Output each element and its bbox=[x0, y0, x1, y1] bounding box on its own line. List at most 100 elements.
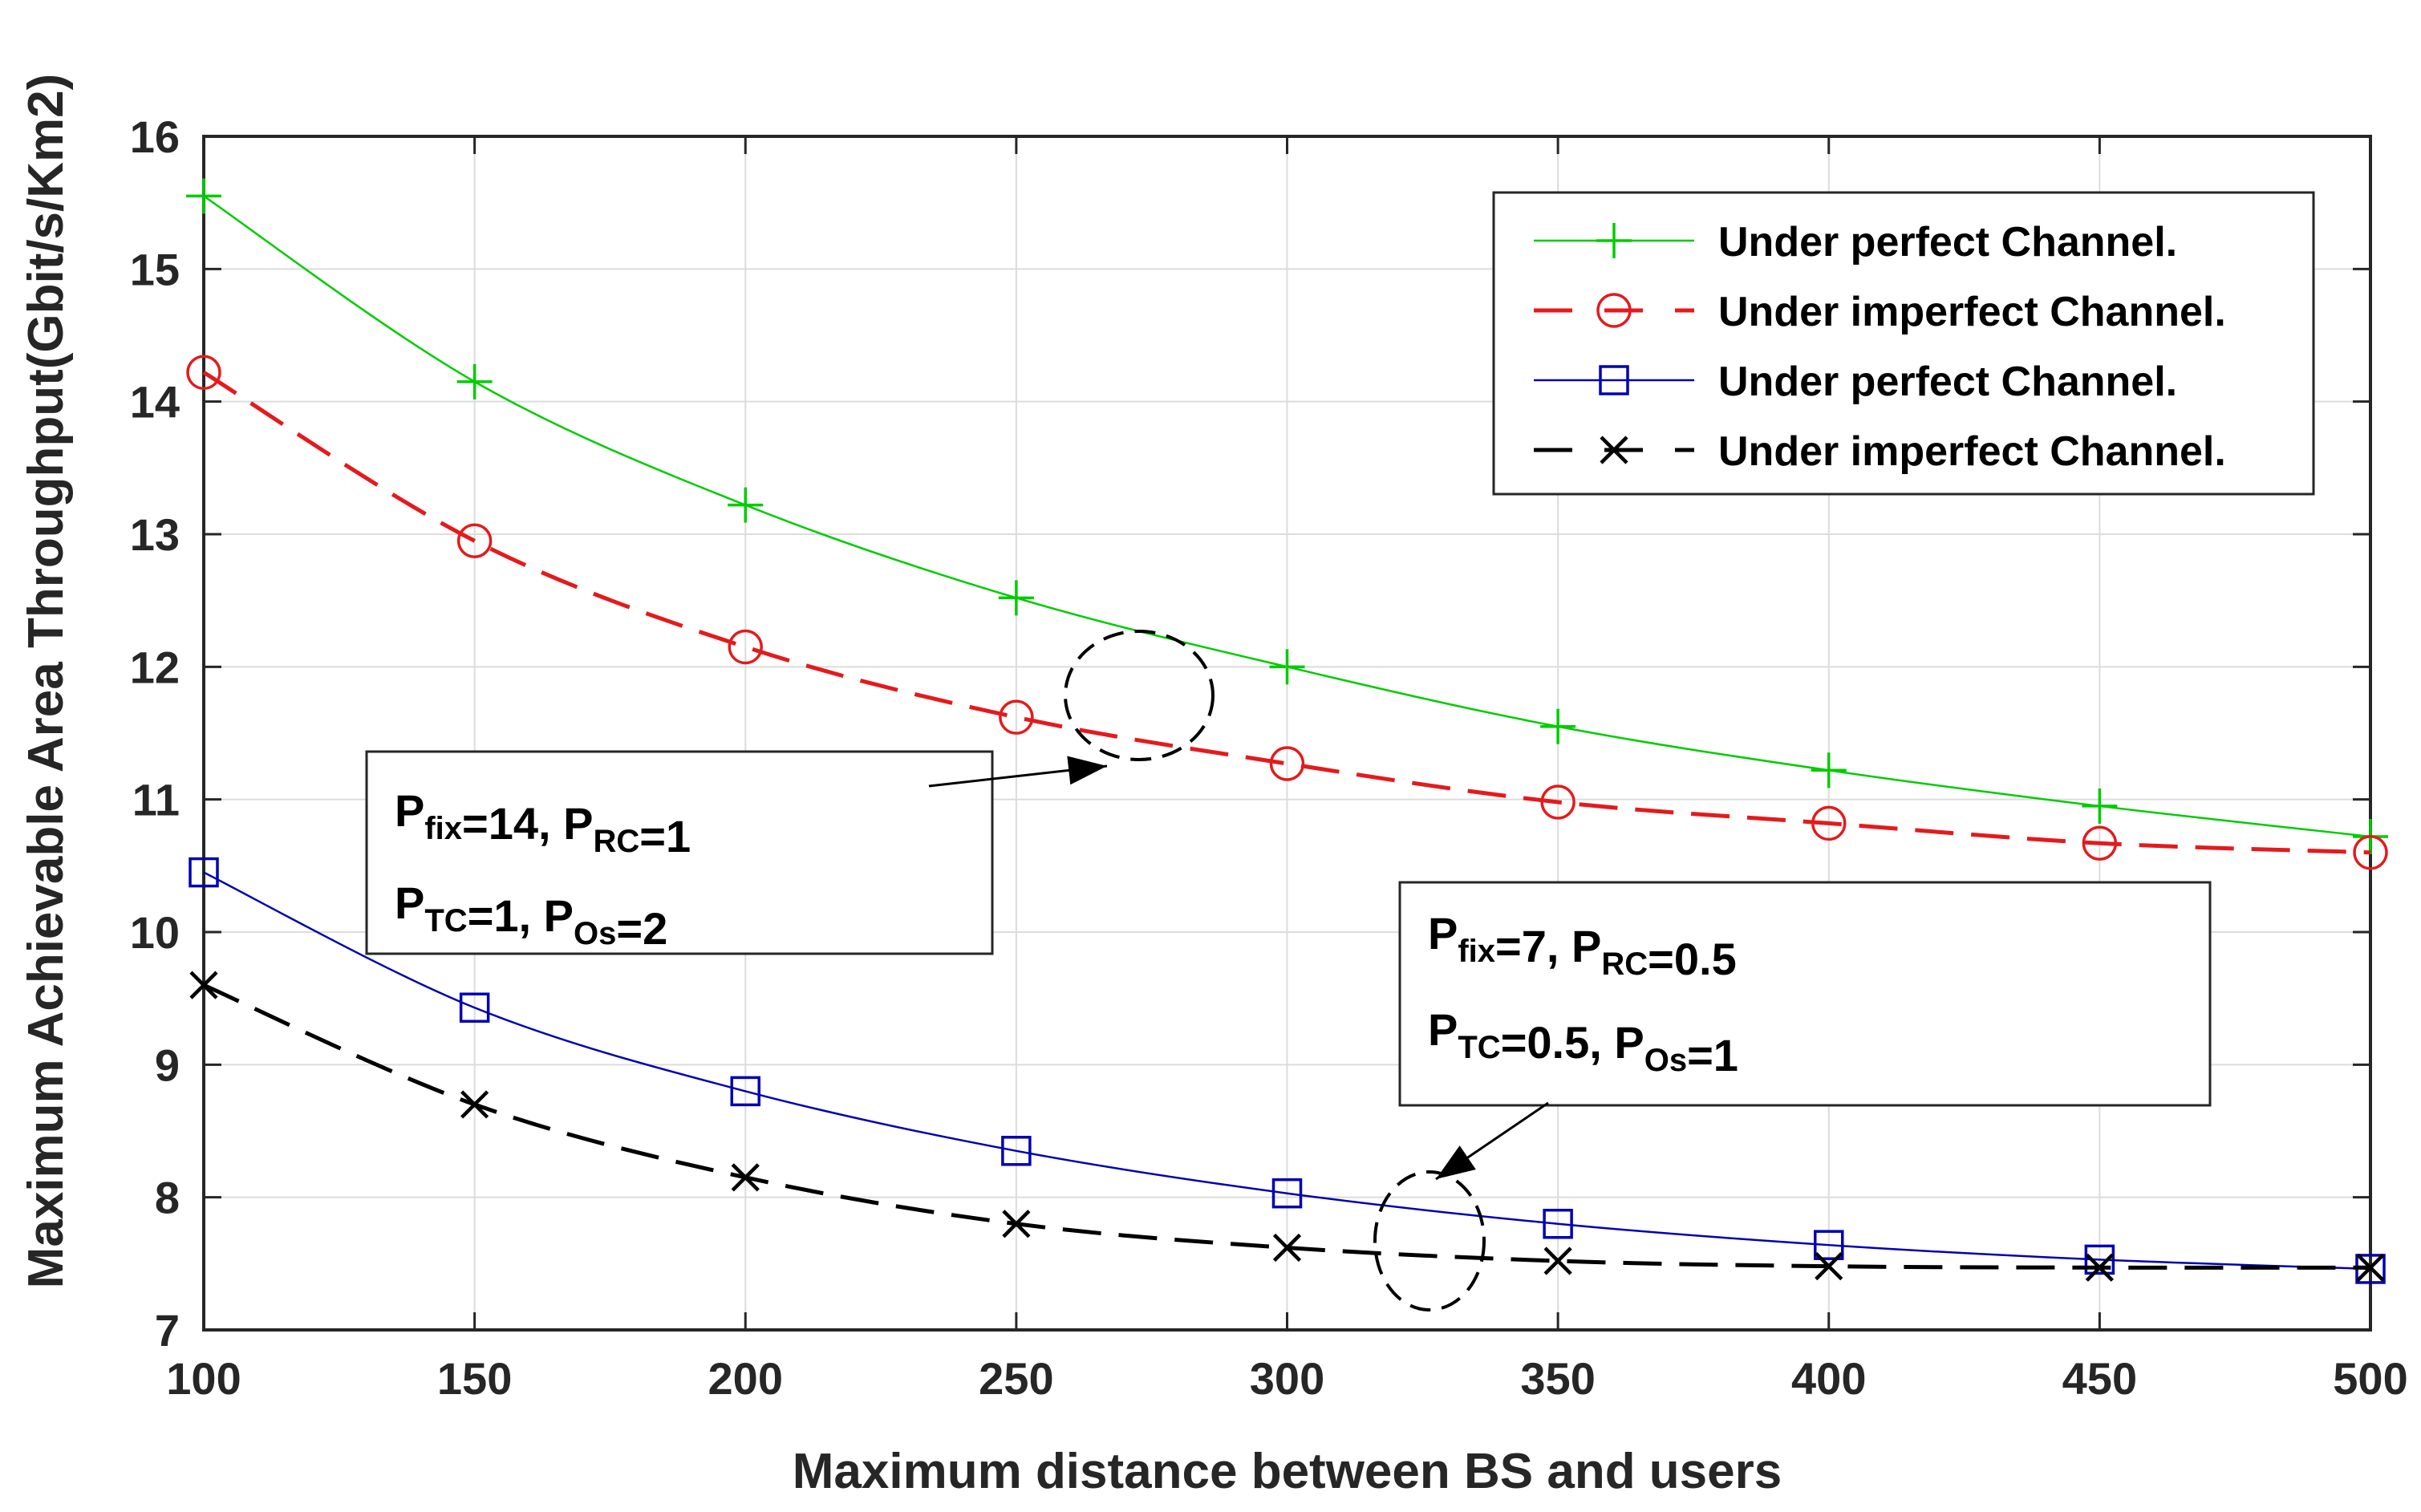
series-4 bbox=[189, 971, 2385, 1282]
x-tick-label: 350 bbox=[1520, 1353, 1595, 1404]
x-tick-label: 250 bbox=[979, 1353, 1053, 1404]
series-2-point bbox=[1540, 784, 1575, 820]
series-2-point bbox=[1269, 746, 1305, 781]
annotation-line: Pfix=14, PRC=1 bbox=[395, 785, 691, 861]
series-3-point bbox=[459, 992, 490, 1023]
annotation-text: P bbox=[1428, 908, 1458, 959]
y-tick-label: 13 bbox=[130, 509, 180, 560]
series-1-point bbox=[1269, 649, 1305, 685]
series-4-point bbox=[2085, 1253, 2114, 1282]
series-4-point bbox=[1272, 1233, 1302, 1263]
annotation-text: P bbox=[1428, 1004, 1458, 1055]
legend-entry-2: Under imperfect Channel. bbox=[1534, 289, 2226, 335]
x-tick-label: 300 bbox=[1250, 1353, 1324, 1404]
series-2-point bbox=[728, 629, 763, 665]
axes bbox=[202, 135, 2372, 1332]
x-tick-label: 400 bbox=[1791, 1353, 1866, 1404]
y-tick-label: 15 bbox=[130, 244, 180, 294]
series-4-point-b bbox=[1543, 1246, 1572, 1275]
annotation-line: PTC=1, POs=2 bbox=[395, 878, 667, 954]
annotation-subscript: fix bbox=[1458, 934, 1495, 969]
y-tick-label: 7 bbox=[155, 1305, 180, 1356]
y-tick-label: 11 bbox=[132, 775, 180, 825]
series-3-point bbox=[1543, 1208, 1573, 1239]
annotation-text: =0.5, P bbox=[1501, 1017, 1644, 1068]
legend-box bbox=[1492, 191, 2315, 496]
annotation-text: =14, P bbox=[462, 798, 593, 849]
y-tick-label: 9 bbox=[155, 1040, 180, 1090]
annotation-subscript: fix bbox=[424, 811, 462, 846]
legend-entry-3: Under perfect Channel. bbox=[1534, 359, 2177, 405]
series-1-point bbox=[998, 580, 1034, 616]
legend-marker-4-b bbox=[1600, 436, 1628, 464]
series-2-point bbox=[2082, 825, 2118, 861]
series-1-line bbox=[203, 195, 2371, 838]
highlight-ellipse-lower bbox=[1373, 1170, 1486, 1311]
y-tick-label: 12 bbox=[130, 642, 180, 692]
x-tick-label: 100 bbox=[166, 1353, 241, 1404]
series-4-point bbox=[189, 971, 218, 999]
series-1-point bbox=[456, 363, 493, 399]
annotation-line: Pfix=7, PRC=0.5 bbox=[1428, 908, 1737, 984]
annotation-text: P bbox=[395, 878, 424, 928]
annotation-high-power: Pfix=14, PRC=1 PTC=1, POs=2 bbox=[365, 750, 994, 955]
series-4-point-b bbox=[1815, 1252, 1843, 1281]
series-2-point bbox=[999, 699, 1034, 735]
series-3-point bbox=[2084, 1244, 2115, 1275]
annotation-subscript: Os bbox=[1644, 1043, 1687, 1078]
series-1-point bbox=[728, 487, 764, 523]
annotation-text: =1 bbox=[639, 811, 691, 861]
legend-label-2: Under imperfect Channel. bbox=[1718, 289, 2226, 335]
legend-entry-1: Under perfect Channel. bbox=[1534, 219, 2177, 266]
series-2-point bbox=[2353, 835, 2388, 870]
series-2-point bbox=[1811, 805, 1847, 841]
series-1-point bbox=[2082, 788, 2118, 824]
series-3-point bbox=[730, 1076, 760, 1107]
legend-marker-4 bbox=[1600, 436, 1628, 464]
annotation-line: PTC=0.5, POs=1 bbox=[1428, 1004, 1738, 1080]
annotation-text: =1 bbox=[1687, 1030, 1738, 1080]
y-tick-label: 16 bbox=[130, 111, 180, 162]
series-3-point bbox=[189, 857, 219, 888]
annotation-box bbox=[365, 750, 994, 955]
series-4-point-b bbox=[1002, 1210, 1031, 1238]
series-4-point-b bbox=[189, 971, 218, 999]
series-3 bbox=[189, 857, 2386, 1284]
legend-label-1: Under perfect Channel. bbox=[1718, 219, 2177, 266]
annotation-text: =7, P bbox=[1495, 921, 1601, 971]
series-2 bbox=[186, 355, 2388, 870]
legend: Under perfect Channel. Under imperfect Ch… bbox=[1492, 191, 2315, 496]
annotation-subscript: TC bbox=[1458, 1030, 1500, 1065]
arrow-lower bbox=[1435, 1101, 1549, 1181]
series-4-point-b bbox=[1272, 1233, 1302, 1263]
y-tick-label: 8 bbox=[155, 1173, 180, 1223]
y-tick-label: 14 bbox=[130, 377, 180, 428]
annotation-text: =2 bbox=[616, 903, 667, 954]
series-3-point bbox=[1814, 1230, 1844, 1260]
series-4-point bbox=[1543, 1246, 1572, 1275]
x-tick-label: 200 bbox=[708, 1353, 783, 1404]
series-4-point bbox=[731, 1163, 760, 1192]
legend-label-3: Under perfect Channel. bbox=[1718, 359, 2177, 405]
annotation-subscript: TC bbox=[424, 903, 467, 938]
legend-entry-4: Under imperfect Channel. bbox=[1534, 428, 2226, 475]
series-4-point-b bbox=[2356, 1253, 2385, 1282]
arrow-lower-head bbox=[1436, 1145, 1476, 1179]
arrow-upper bbox=[928, 756, 1108, 788]
series-2-line bbox=[202, 371, 2371, 855]
series-1-point bbox=[186, 178, 221, 214]
y-axis-label: Maximum Achievable Area Throughput(Gbit/… bbox=[18, 74, 74, 1289]
legend-marker-2 bbox=[1596, 293, 1632, 328]
data-series bbox=[186, 178, 2388, 1284]
annotation-subscript: RC bbox=[1601, 947, 1648, 982]
x-tick-label: 450 bbox=[2062, 1353, 2137, 1404]
series-3-point bbox=[1001, 1136, 1032, 1166]
series-4-point-b bbox=[731, 1163, 760, 1192]
annotation-subscript: RC bbox=[594, 824, 640, 859]
annotation-text: =0.5 bbox=[1648, 934, 1737, 984]
series-3-point bbox=[1271, 1178, 1303, 1209]
tick-labels: 100 150 200 250 300 350 400 450 500 7 8 9 10 11 12 13 14… bbox=[130, 111, 2408, 1404]
series-1 bbox=[186, 178, 2388, 854]
